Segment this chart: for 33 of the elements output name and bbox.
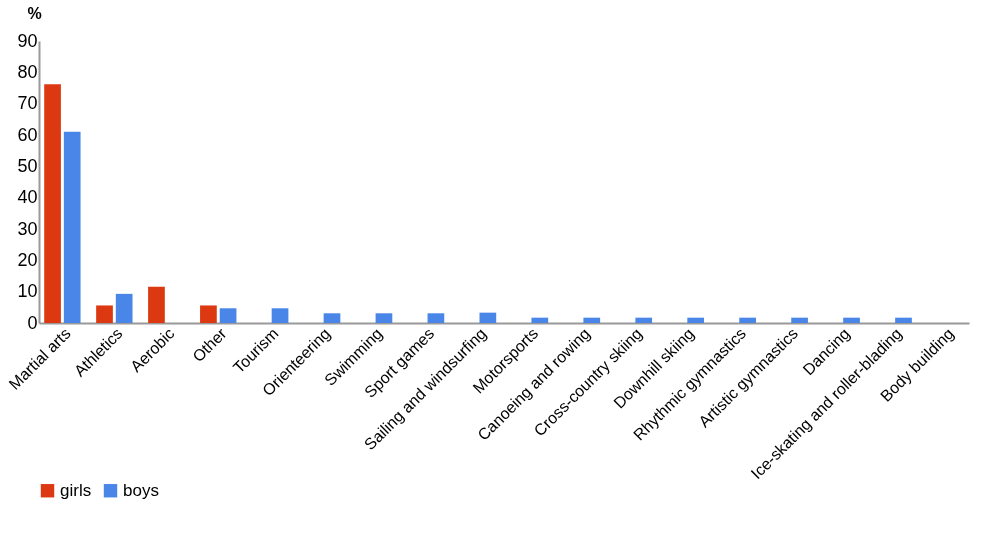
y-tick-label: 40 (17, 187, 38, 208)
bar (375, 313, 393, 323)
bar (219, 308, 237, 323)
bar (687, 317, 705, 323)
bar (791, 317, 808, 323)
bar (44, 84, 61, 323)
bar (635, 317, 653, 323)
bar (271, 308, 289, 323)
legend-label: girls (60, 480, 92, 500)
bar (200, 305, 217, 323)
y-axis-title: % (27, 4, 42, 22)
bar (96, 305, 113, 323)
bar (895, 317, 912, 323)
bar (531, 317, 549, 323)
y-tick-label: 10 (17, 281, 38, 302)
y-tick-label: 80 (17, 61, 38, 82)
bar (427, 313, 445, 323)
bar (63, 131, 81, 323)
bar (739, 317, 756, 323)
legend-label: boys (123, 480, 159, 500)
y-tick-label: 30 (17, 218, 38, 239)
bar (479, 312, 497, 323)
bar (583, 317, 601, 323)
bar (323, 313, 341, 323)
y-tick-label: 0 (27, 312, 38, 333)
y-tick-label: 50 (17, 155, 38, 176)
y-tick-label: 70 (17, 93, 38, 114)
y-tick-label: 90 (17, 30, 38, 51)
bar (148, 286, 165, 323)
y-tick-label: 60 (17, 124, 38, 145)
bar (115, 293, 133, 323)
bar (843, 317, 860, 323)
y-tick-label: 20 (17, 249, 38, 270)
